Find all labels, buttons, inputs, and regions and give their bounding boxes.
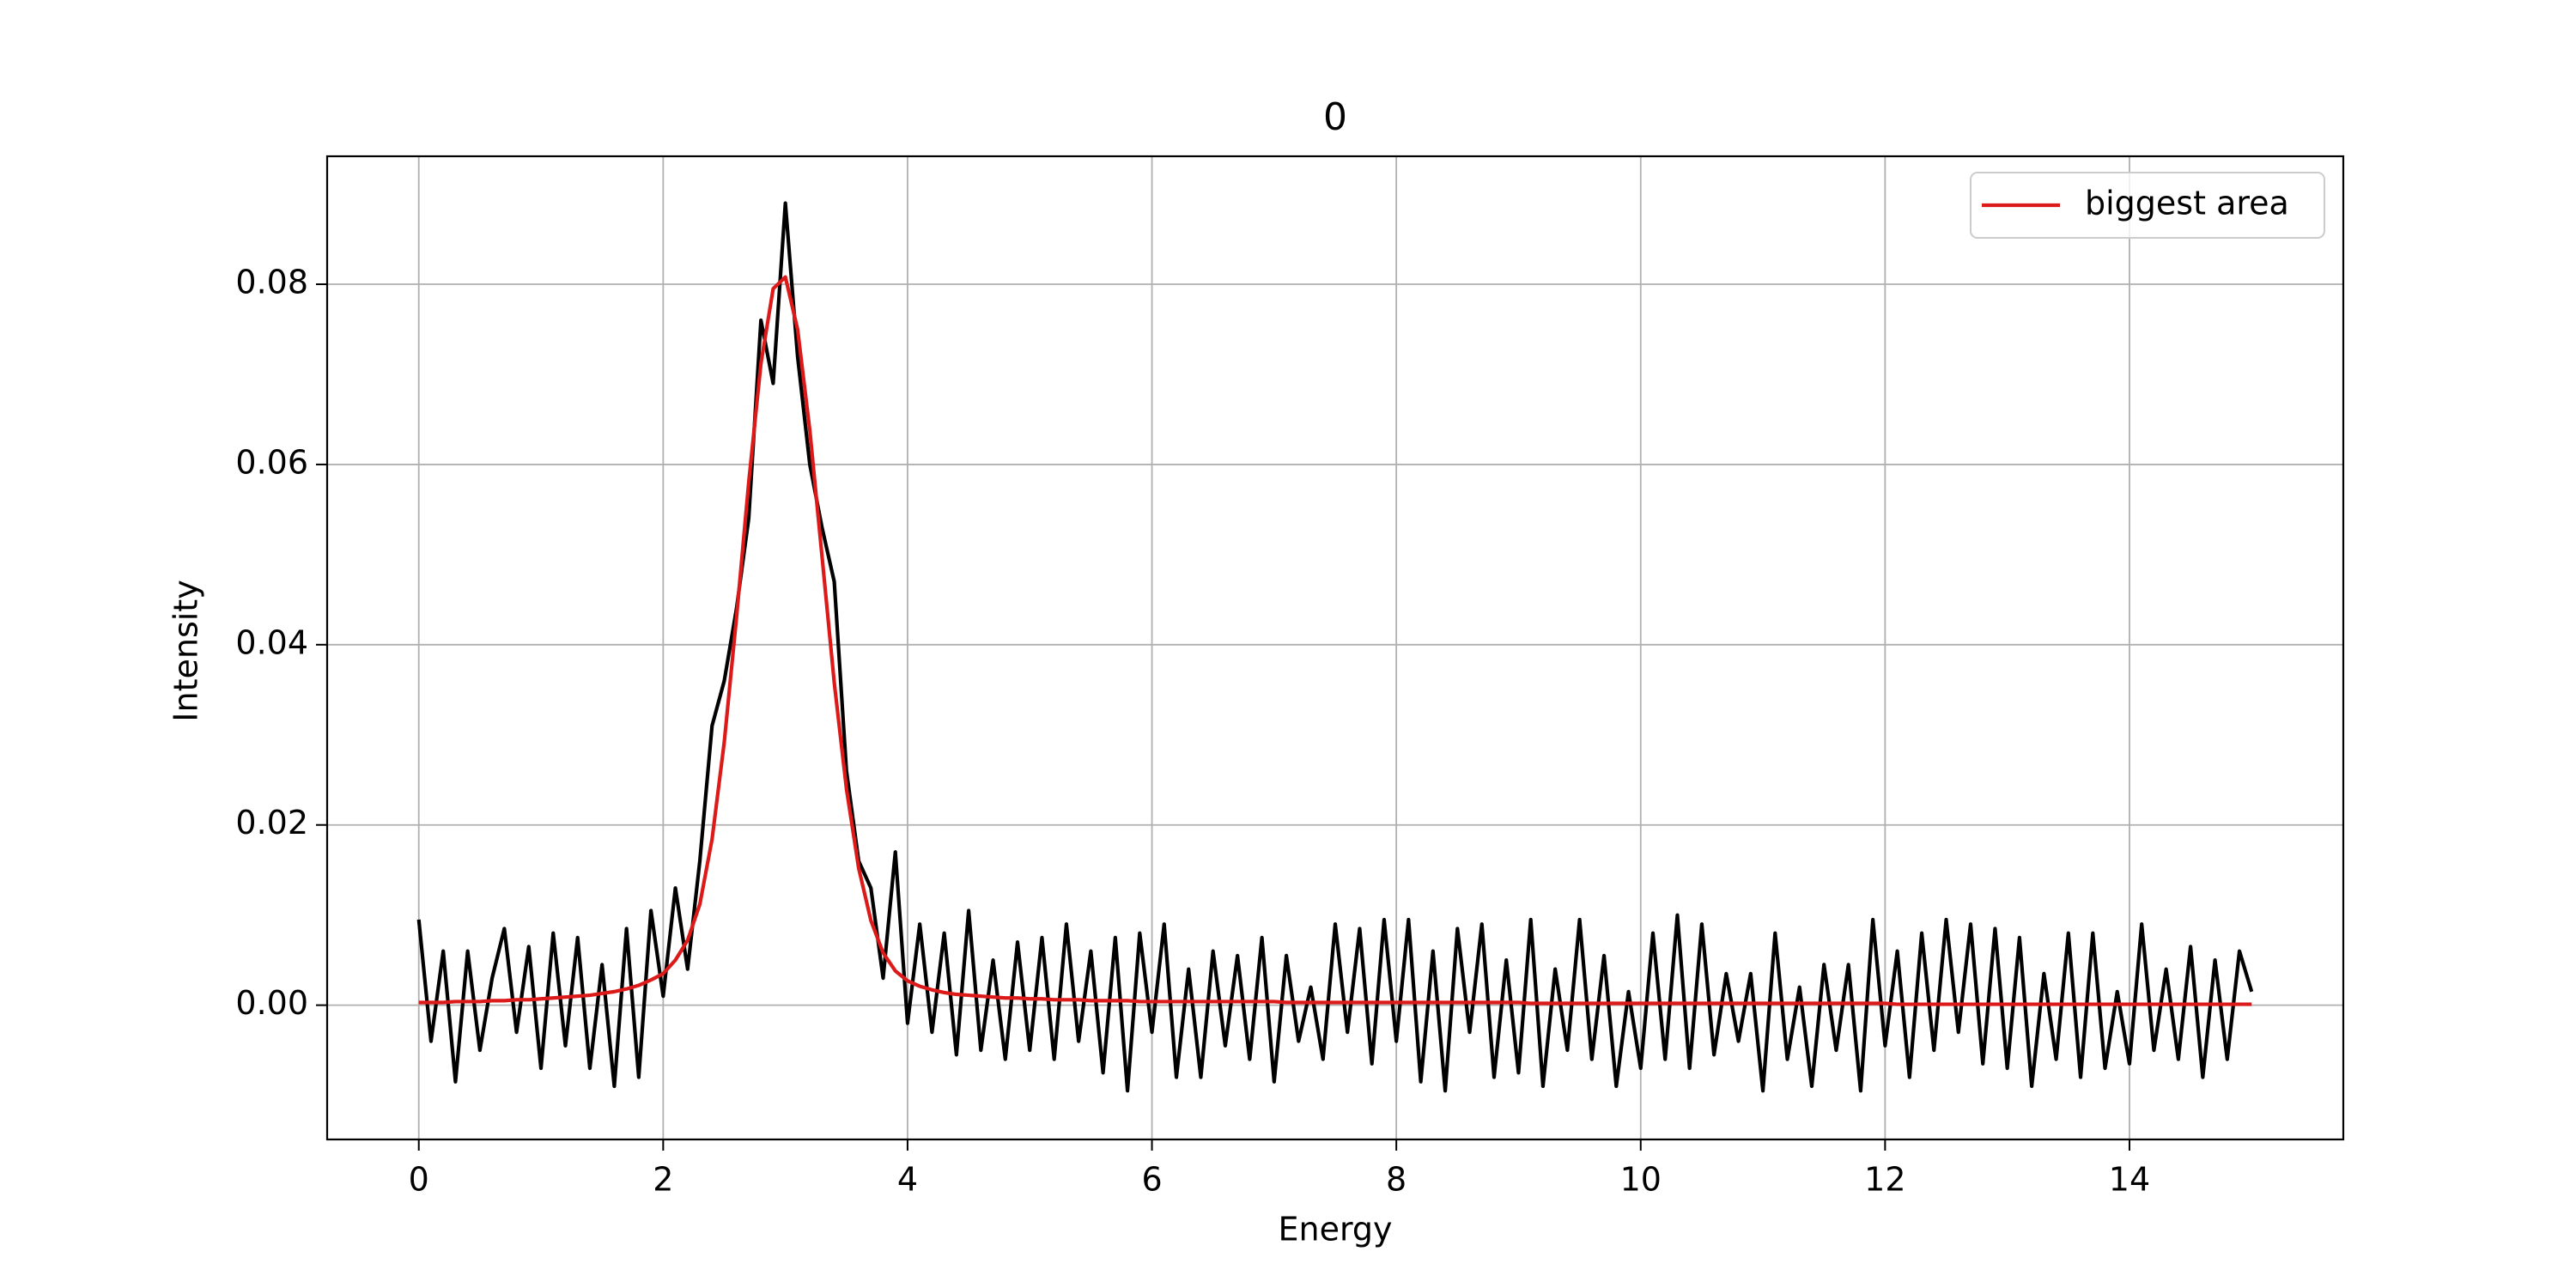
x-axis-label: Energy [1278,1211,1392,1249]
legend-box [1970,172,2325,239]
x-tick-label: 14 [2109,1161,2150,1199]
legend-label: biggest area [2085,185,2289,222]
x-tick-label: 2 [653,1161,673,1199]
x-tick-label: 6 [1141,1161,1162,1199]
y-tick-label: 0.00 [235,984,308,1022]
data-line [418,275,2252,1006]
y-tick-label: 0.02 [235,804,308,841]
data-line [416,201,2254,1093]
y-axis-label: Intensity [167,580,205,721]
plot-frame [325,155,2345,1141]
x-tick-label: 4 [897,1161,918,1199]
x-tick-label: 8 [1386,1161,1406,1199]
y-tick-label: 0.04 [235,623,308,661]
y-tick-label: 0.08 [235,264,308,301]
x-tick-label: 0 [409,1161,429,1199]
x-tick-label: 10 [1620,1161,1662,1199]
x-tick-label: 12 [1864,1161,1905,1199]
chart-title: 0 [1323,95,1347,139]
y-tick-label: 0.06 [235,443,308,481]
